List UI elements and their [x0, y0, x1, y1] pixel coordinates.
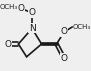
Text: O: O [29, 8, 35, 17]
Text: O: O [61, 54, 68, 63]
Text: O: O [18, 4, 25, 13]
Text: O: O [61, 27, 68, 36]
Text: O: O [5, 40, 12, 48]
Text: OCH₃: OCH₃ [0, 4, 18, 10]
Text: OCH₃: OCH₃ [73, 24, 91, 30]
Text: N: N [29, 24, 35, 33]
